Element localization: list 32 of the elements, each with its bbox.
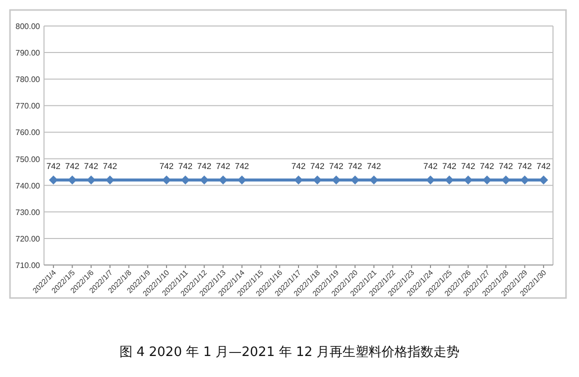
data-label: 742 bbox=[498, 161, 514, 172]
data-label: 742 bbox=[102, 161, 118, 172]
data-label: 742 bbox=[216, 161, 230, 172]
data-label: 742 bbox=[84, 161, 98, 172]
data-label: 742 bbox=[423, 161, 438, 172]
y-tick-label: 750.00 bbox=[16, 154, 41, 164]
y-tick-label: 710.00 bbox=[16, 261, 41, 270]
y-tick-label: 760.00 bbox=[16, 128, 41, 138]
y-tick-label: 780.00 bbox=[16, 75, 41, 84]
data-label: 742 bbox=[480, 161, 494, 172]
data-label: 742 bbox=[178, 161, 193, 172]
y-tick-label: 740.00 bbox=[16, 181, 41, 190]
data-label: 742 bbox=[197, 161, 212, 172]
data-label: 742 bbox=[536, 161, 551, 172]
data-label: 742 bbox=[366, 161, 382, 172]
data-label: 742 bbox=[65, 161, 80, 172]
y-tick-label: 790.00 bbox=[16, 48, 41, 58]
y-tick-label: 800.00 bbox=[16, 22, 41, 31]
y-tick-label: 730.00 bbox=[16, 208, 41, 217]
data-label: 742 bbox=[518, 161, 532, 172]
y-tick-label: 770.00 bbox=[16, 102, 41, 111]
data-label: 742 bbox=[442, 161, 457, 172]
data-label: 742 bbox=[234, 161, 250, 172]
y-tick-label: 720.00 bbox=[16, 234, 41, 244]
data-label: 742 bbox=[159, 161, 174, 172]
data-label: 742 bbox=[329, 161, 344, 172]
data-label: 742 bbox=[461, 161, 476, 172]
data-label: 742 bbox=[348, 161, 362, 172]
data-label: 742 bbox=[291, 161, 306, 172]
text: 图 4 2020 年 1 月—2021 年 12 月再生塑料价格指数走势 bbox=[119, 344, 460, 360]
data-label: 742 bbox=[310, 161, 325, 172]
data-label: 742 bbox=[46, 161, 61, 172]
